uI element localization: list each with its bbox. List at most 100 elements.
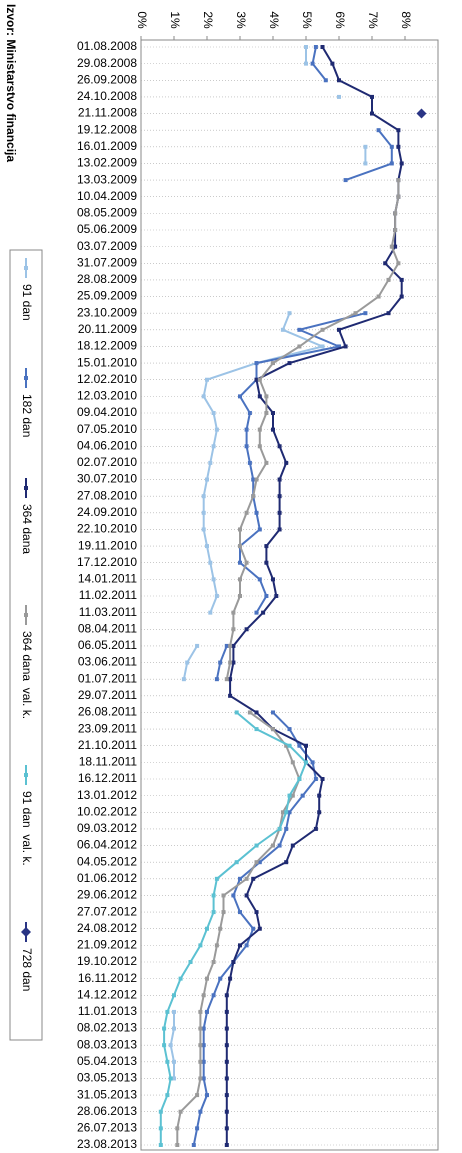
point-marker xyxy=(370,94,374,99)
x-tick-label: 28.06.2013 xyxy=(77,1104,137,1118)
point-marker xyxy=(363,144,368,149)
point-marker xyxy=(228,677,233,682)
point-marker xyxy=(297,777,302,781)
point-marker xyxy=(264,394,269,399)
point-marker xyxy=(313,826,318,831)
point-marker xyxy=(396,128,401,133)
point-marker xyxy=(205,477,209,482)
y-tick-label: 3% xyxy=(234,11,248,29)
point-marker xyxy=(399,277,404,282)
x-tick-label: 21.11.2008 xyxy=(78,106,137,120)
point-marker xyxy=(257,427,262,432)
x-tick-label: 12.02.2010 xyxy=(77,372,137,386)
point-marker xyxy=(393,211,398,216)
point-marker xyxy=(287,810,292,815)
legend-label: 364 dana val. k. xyxy=(20,631,34,719)
point-marker xyxy=(320,327,325,332)
legend-marker xyxy=(24,266,28,270)
point-marker xyxy=(224,643,229,648)
x-tick-label: 10.02.2012 xyxy=(77,804,137,818)
point-marker xyxy=(198,943,203,948)
point-marker xyxy=(165,1009,170,1014)
point-marker xyxy=(396,261,401,266)
point-marker xyxy=(247,460,252,465)
y-tick-label: 0% xyxy=(135,11,149,29)
point-marker xyxy=(257,394,262,399)
x-tick-label: 06.04.2012 xyxy=(77,838,137,852)
y-tick-label: 8% xyxy=(399,11,413,29)
point-marker xyxy=(254,610,259,615)
x-tick-label: 24.08.2012 xyxy=(77,921,137,935)
point-marker xyxy=(238,394,242,399)
point-marker xyxy=(181,677,186,682)
x-tick-label: 26.08.2011 xyxy=(78,705,137,719)
y-tick-label: 1% xyxy=(168,11,182,29)
point-marker xyxy=(310,61,315,66)
point-marker xyxy=(254,710,259,715)
point-marker xyxy=(389,161,394,166)
point-marker xyxy=(201,1059,206,1064)
point-marker xyxy=(251,926,256,931)
point-marker xyxy=(178,1109,183,1114)
x-tick-label: 19.11.2010 xyxy=(78,538,137,552)
point-marker xyxy=(271,710,275,715)
point-marker xyxy=(224,1059,229,1064)
point-marker xyxy=(277,477,282,482)
point-marker xyxy=(218,926,223,931)
point-marker xyxy=(399,161,404,166)
legend-marker xyxy=(21,927,31,937)
point-marker xyxy=(224,1126,229,1131)
point-marker xyxy=(337,327,341,332)
x-tick-label: 09.04.2010 xyxy=(77,405,137,419)
x-tick-label: 08.02.2013 xyxy=(77,1021,137,1035)
y-tick-label: 5% xyxy=(300,11,314,29)
x-tick-label: 26.07.2013 xyxy=(77,1121,137,1135)
point-marker xyxy=(277,444,282,449)
point-marker xyxy=(317,810,322,815)
point-marker xyxy=(214,876,219,881)
point-marker xyxy=(198,1026,203,1031)
point-marker xyxy=(337,94,341,99)
point-marker xyxy=(254,510,259,515)
x-tick-label: 03.05.2013 xyxy=(77,1071,137,1085)
x-tick-label: 14.12.2012 xyxy=(77,987,137,1001)
x-tick-label: 08.03.2013 xyxy=(77,1037,137,1051)
point-marker xyxy=(168,1076,173,1081)
x-tick-label: 27.08.2010 xyxy=(77,488,137,502)
point-marker xyxy=(304,61,308,66)
x-tick-label: 01.08.2008 xyxy=(77,39,137,53)
point-marker xyxy=(228,976,233,981)
point-marker xyxy=(254,910,259,915)
series-line xyxy=(192,46,393,1146)
legend-marker xyxy=(24,613,28,617)
point-marker xyxy=(211,893,216,898)
legend-label: 182 dan xyxy=(20,394,34,437)
point-marker xyxy=(214,677,219,682)
point-marker xyxy=(224,1143,229,1147)
point-marker xyxy=(205,544,209,549)
point-marker xyxy=(287,361,292,366)
point-marker xyxy=(393,244,398,249)
point-marker xyxy=(238,943,242,948)
point-marker xyxy=(376,128,381,133)
point-marker xyxy=(158,1143,163,1147)
point-marker xyxy=(247,411,252,415)
point-marker xyxy=(234,860,239,865)
point-marker xyxy=(284,460,289,465)
point-marker xyxy=(244,627,249,632)
point-marker xyxy=(231,660,236,665)
point-marker xyxy=(277,494,282,499)
point-marker xyxy=(310,760,315,765)
point-marker xyxy=(290,760,295,765)
point-marker xyxy=(271,577,275,582)
point-marker xyxy=(238,594,242,598)
point-marker xyxy=(172,1026,176,1031)
point-marker xyxy=(205,926,209,931)
x-tick-label: 14.01.2011 xyxy=(78,572,137,586)
x-tick-label: 11.01.2013 xyxy=(78,1004,137,1018)
point-marker xyxy=(416,108,427,119)
point-marker xyxy=(224,677,229,682)
x-tick-label: 25.09.2009 xyxy=(77,289,137,303)
point-marker xyxy=(158,1109,163,1114)
point-marker xyxy=(198,1109,203,1114)
